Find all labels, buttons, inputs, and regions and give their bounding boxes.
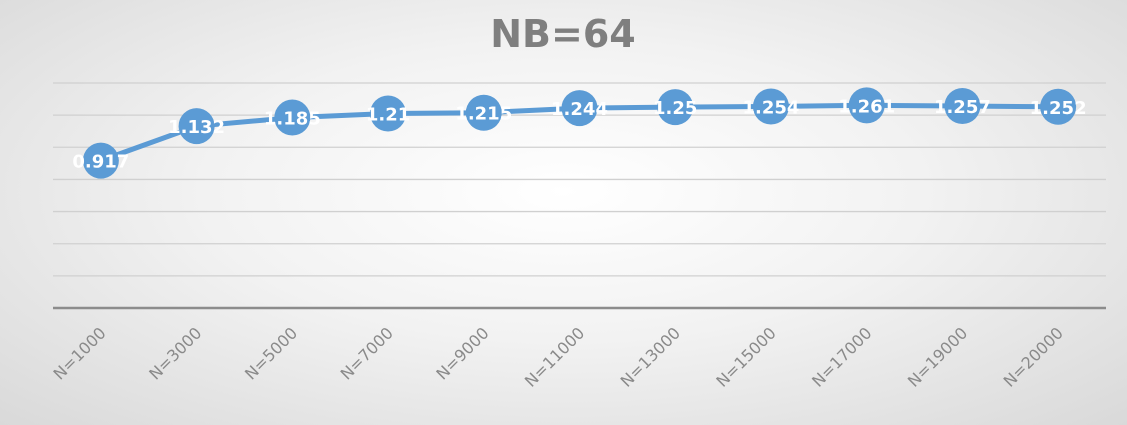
- data-label: 1.252: [1030, 98, 1087, 119]
- data-label: 1.254: [742, 97, 799, 118]
- data-label: 1.185: [264, 109, 321, 130]
- x-tick-label: N=11000: [521, 323, 588, 390]
- data-label: 0.917: [72, 152, 129, 173]
- data-label: 1.261: [838, 96, 895, 117]
- data-point: [178, 108, 215, 145]
- data-point: [657, 89, 694, 126]
- x-tick-label: N=1000: [50, 323, 110, 383]
- x-tick-label: N=5000: [241, 323, 301, 383]
- chart-title: NB=64: [490, 12, 636, 56]
- x-tick-labels: N=1000 N=3000 N=5000 N=7000 N=9000 N=11000 N=1…: [50, 323, 1067, 390]
- data-point: [1040, 88, 1077, 125]
- data-labels: 0.917 1.132 1.185 1.21 1.215 1.244 1.25 1.254 1.…: [72, 96, 1086, 172]
- x-tick-label: N=19000: [904, 323, 971, 390]
- x-tick-label: N=20000: [1000, 323, 1067, 390]
- data-point: [752, 88, 789, 125]
- data-label: 1.25: [653, 98, 697, 119]
- x-tick-label: N=9000: [432, 323, 492, 383]
- x-tick-label: N=15000: [712, 323, 779, 390]
- data-point: [944, 87, 981, 124]
- data-point: [848, 87, 885, 124]
- data-point: [465, 94, 502, 131]
- data-point: [370, 95, 407, 132]
- x-tick-label: N=3000: [145, 323, 205, 383]
- data-label: 1.132: [168, 117, 225, 138]
- x-tick-label: N=13000: [617, 323, 684, 390]
- data-point: [274, 99, 311, 136]
- data-label: 1.244: [551, 99, 608, 120]
- data-label: 1.21: [366, 105, 410, 126]
- data-label: 1.215: [455, 104, 512, 125]
- data-points: [82, 87, 1077, 179]
- x-tick-label: N=7000: [337, 323, 397, 383]
- data-label: 1.257: [934, 97, 991, 118]
- data-point: [561, 90, 598, 127]
- x-tick-label: N=17000: [808, 323, 875, 390]
- data-point: [82, 142, 119, 179]
